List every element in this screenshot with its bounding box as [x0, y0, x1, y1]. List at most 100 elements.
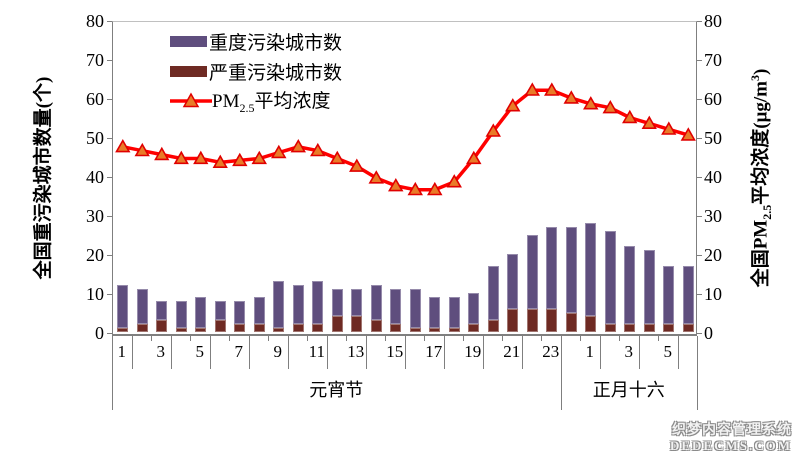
left-axis-tick-label-60: 60 — [86, 89, 104, 109]
x-label-row-tick-5 — [209, 336, 211, 369]
left-axis-tick-label-20: 20 — [86, 245, 104, 265]
left-axis-tick-label-50: 50 — [86, 128, 104, 148]
pm25-marker-29 — [661, 121, 677, 135]
bar-severe-26 — [604, 324, 616, 332]
x-axis-tick-28 — [658, 336, 659, 341]
legend-item-severe-pollution: 严重污染城市数 — [170, 56, 342, 86]
pm25-marker-26 — [602, 99, 618, 114]
pm25-marker-12 — [329, 150, 345, 165]
left-axis-tick-60 — [107, 99, 112, 100]
bar-severe-14 — [370, 320, 382, 332]
x-label-row-tick-13 — [365, 336, 367, 369]
pm25-marker-25 — [583, 96, 599, 110]
bar-heavy-6 — [214, 300, 226, 321]
bar-severe-20 — [487, 320, 499, 332]
x-label-row-tick-25 — [599, 336, 601, 369]
pm25-marker-13 — [349, 158, 365, 172]
pm25-marker-9 — [271, 144, 287, 159]
bar-severe-18 — [448, 328, 460, 332]
pm25-marker-27 — [622, 109, 638, 124]
pm25-marker-2 — [134, 142, 150, 157]
x-label-row-tick-7 — [248, 336, 250, 369]
legend-item-pm25: PM2.5平均浓度 — [170, 86, 342, 116]
x-axis-tick-22 — [541, 336, 542, 341]
bar-heavy-17 — [429, 296, 441, 329]
pm25-marker-10 — [290, 138, 306, 153]
x-label-row-tick-15 — [404, 336, 406, 369]
group-label-0: 元宵节 — [309, 380, 364, 400]
x-axis-tick-6 — [229, 336, 230, 341]
pm25-line-swatch — [170, 92, 212, 108]
bar-heavy-14 — [370, 285, 382, 321]
pm25-marker-30 — [680, 127, 696, 141]
x-axis-label-27: 3 — [624, 342, 634, 361]
right-axis-tick-label-60: 60 — [704, 89, 722, 109]
right-axis-tick-label-10: 10 — [704, 284, 722, 304]
left-axis-tick-30 — [107, 216, 112, 217]
severe-pollution-swatch — [170, 65, 207, 77]
bar-heavy-18 — [448, 296, 460, 329]
bar-heavy-7 — [234, 300, 246, 325]
pm25-marker-19 — [466, 150, 482, 165]
bar-severe-16 — [409, 328, 421, 332]
bar-heavy-22 — [526, 234, 538, 309]
left-axis-tick-label-10: 10 — [86, 284, 104, 304]
right-axis-tick-label-30: 30 — [704, 206, 722, 226]
bar-severe-11 — [312, 324, 324, 332]
bar-heavy-4 — [175, 300, 187, 329]
right-axis-tick-label-40: 40 — [704, 167, 722, 187]
x-axis-tick-8 — [268, 336, 269, 341]
pm25-marker-20 — [485, 123, 501, 137]
bar-heavy-26 — [604, 230, 616, 325]
group-separator-1 — [560, 336, 562, 410]
bar-heavy-19 — [468, 293, 480, 325]
bar-heavy-2 — [136, 289, 148, 325]
plot-area — [112, 21, 697, 336]
x-axis-tick-24 — [580, 336, 581, 341]
pm25-marker-24 — [563, 90, 579, 104]
left-axis-tick-label-0: 0 — [95, 323, 104, 343]
watermark-line2: DEDECMS.COM — [669, 438, 792, 453]
left-axis-title: 全国重污染城市数量(个) — [33, 76, 54, 280]
x-label-row-tick-19 — [482, 336, 484, 369]
pm25-marker-5 — [193, 150, 209, 165]
x-axis-label-9: 9 — [273, 342, 283, 361]
bar-heavy-3 — [156, 300, 168, 321]
right-axis-tick-60 — [697, 99, 702, 100]
left-axis-tick-0 — [107, 333, 112, 334]
x-axis-label-13: 13 — [347, 342, 365, 361]
pm25-marker-23 — [544, 82, 560, 96]
right-axis-title: 全国PM2.5平均浓度(μg/m3) — [748, 68, 775, 288]
bar-heavy-27 — [624, 246, 636, 325]
right-axis-tick-0 — [697, 333, 702, 334]
bar-severe-5 — [195, 328, 207, 332]
x-axis-label-17: 17 — [425, 342, 443, 361]
pm25-line-layer — [115, 82, 696, 196]
left-axis-tick-label-30: 30 — [86, 206, 104, 226]
bar-heavy-25 — [585, 222, 597, 317]
bar-severe-30 — [682, 324, 694, 332]
bar-heavy-8 — [253, 296, 265, 325]
bar-severe-25 — [585, 316, 597, 332]
bar-heavy-29 — [663, 265, 675, 325]
left-axis-tick-label-80: 80 — [86, 11, 104, 31]
bar-heavy-12 — [331, 289, 343, 317]
pm25-marker-18 — [446, 174, 462, 188]
x-axis-tick-12 — [346, 336, 347, 341]
bar-heavy-28 — [643, 250, 655, 325]
x-axis-label-7: 7 — [234, 342, 244, 361]
pm25-marker-6 — [212, 154, 228, 168]
bar-heavy-5 — [195, 296, 207, 329]
bar-severe-19 — [468, 324, 480, 332]
bar-severe-22 — [526, 308, 538, 332]
bar-heavy-10 — [292, 285, 304, 325]
x-label-row-tick-9 — [287, 336, 289, 369]
bar-severe-4 — [175, 328, 187, 332]
bar-heavy-20 — [487, 265, 499, 321]
right-axis-tick-20 — [697, 255, 702, 256]
pm25-marker-1 — [115, 138, 131, 153]
pm25-marker-15 — [388, 177, 404, 192]
watermark: 织梦内容管理系统 DEDECMS.COM — [670, 423, 792, 453]
pm25-marker-4 — [173, 150, 189, 165]
